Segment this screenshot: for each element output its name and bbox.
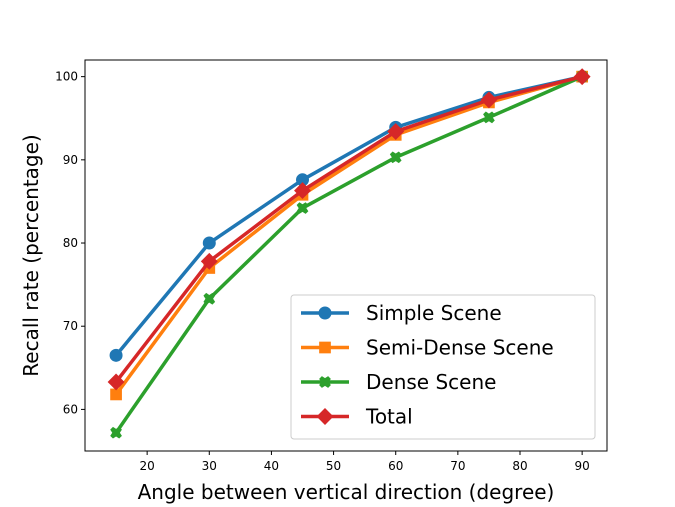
data-point-total xyxy=(573,68,591,86)
series-line-simple-scene xyxy=(114,74,583,357)
data-point-simple-scene xyxy=(202,236,216,250)
data-point-dense-scene xyxy=(296,202,309,214)
data-point-total xyxy=(294,182,311,200)
legend-label-simple-scene: Simple Scene xyxy=(366,301,502,325)
data-point-total xyxy=(107,373,125,391)
legend-marker-dense-scene xyxy=(319,376,331,388)
x-tick-label: 40 xyxy=(264,459,279,473)
x-tick-label: 90 xyxy=(575,459,590,473)
data-point-dense-scene xyxy=(483,111,495,124)
legend-label-dense-scene: Dense Scene xyxy=(366,370,496,394)
y-axis-label: Recall rate (percentage) xyxy=(19,134,43,376)
x-tick-label: 70 xyxy=(450,459,465,473)
axes-layer: 20 30 40 50 60 70 80 90 60 70 80 90 100 xyxy=(55,59,608,473)
x-tick-label: 60 xyxy=(388,459,403,473)
y-tick-label: 90 xyxy=(63,153,78,167)
y-tick-label: 70 xyxy=(63,319,78,333)
data-point-dense-scene xyxy=(203,292,216,305)
series-line-total xyxy=(114,74,583,384)
data-point-simple-scene xyxy=(109,348,123,362)
legend-frame xyxy=(290,294,596,440)
legend-marker-semi-dense-scene xyxy=(319,341,331,354)
legend: Simple Scene Semi-Dense Scene Dense Scene T… xyxy=(290,294,596,440)
data-point-total xyxy=(387,123,405,140)
data-point-dense-scene xyxy=(389,151,402,164)
legend-label-total: Total xyxy=(365,405,413,429)
data-point-total xyxy=(200,252,218,270)
data-point-dense-scene xyxy=(110,426,122,439)
legend-label-semi-dense-scene: Semi-Dense Scene xyxy=(366,336,554,360)
series-total xyxy=(107,68,591,391)
y-tick-label: 80 xyxy=(63,236,78,250)
series-line-semi-dense-scene xyxy=(114,74,583,396)
x-tick-label: 80 xyxy=(512,459,527,473)
data-point-simple-scene xyxy=(296,173,309,187)
y-tick-label: 100 xyxy=(55,70,78,84)
legend-marker-simple-scene xyxy=(318,306,332,320)
y-tick-label: 60 xyxy=(63,402,78,416)
series-line-dense-scene xyxy=(114,75,583,434)
plot-frame xyxy=(84,59,608,452)
x-tick-label: 30 xyxy=(202,459,217,473)
data-point-total xyxy=(480,91,498,109)
series-layer xyxy=(107,68,591,439)
data-point-semi-dense-scene xyxy=(110,388,122,401)
x-tick-label: 20 xyxy=(140,459,155,473)
legend-marker-total xyxy=(316,408,334,425)
series-dense-scene xyxy=(110,70,588,439)
x-tick-label: 50 xyxy=(326,459,341,473)
x-axis-label: Angle between vertical direction (degree… xyxy=(138,480,555,504)
